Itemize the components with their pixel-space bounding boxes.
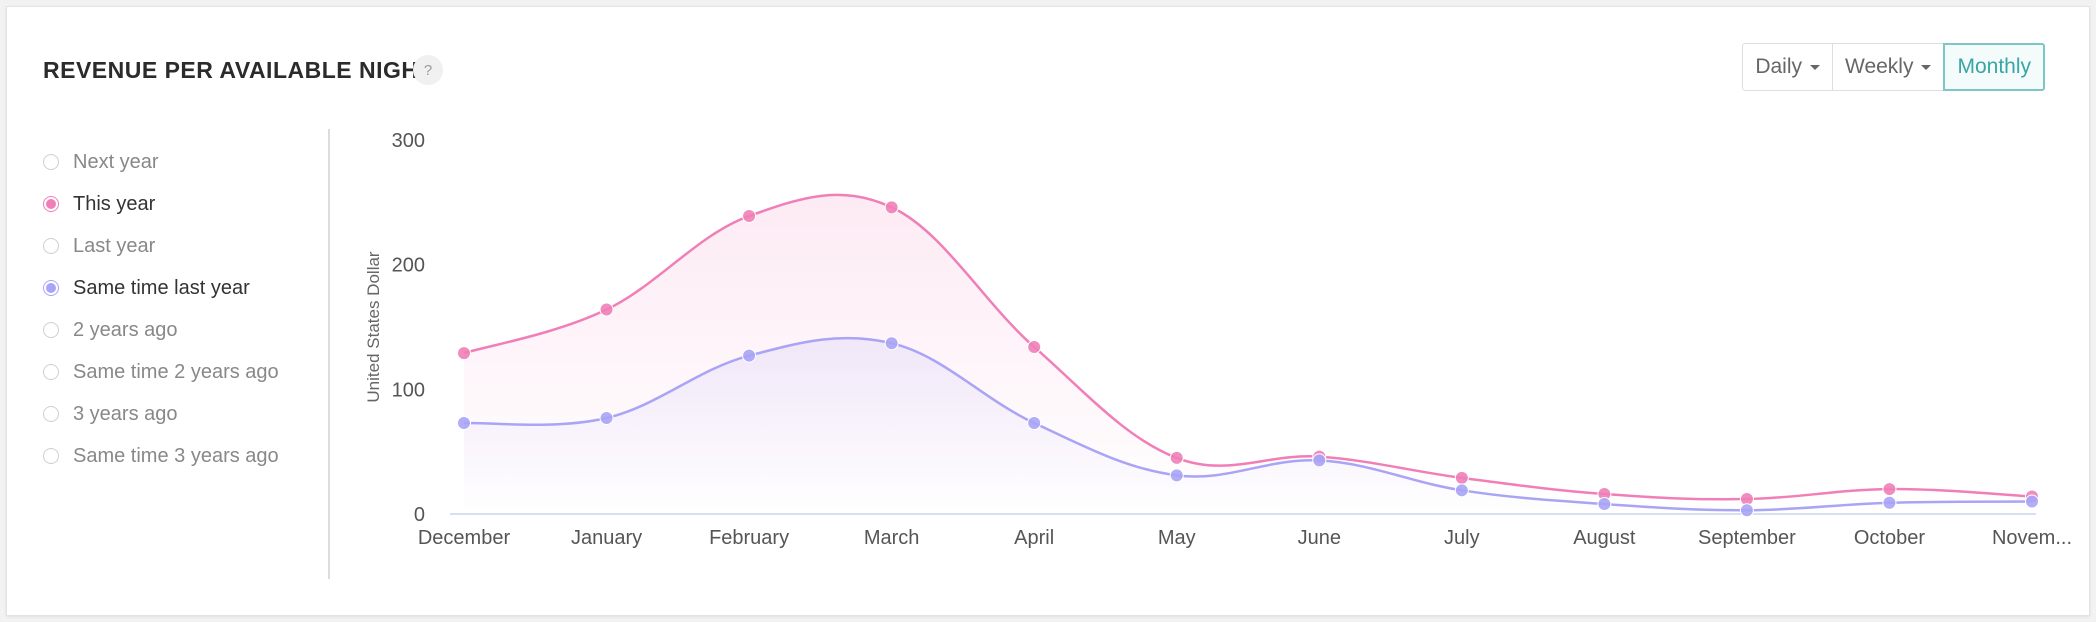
y-tick-label: 100	[392, 379, 425, 401]
radio-icon[interactable]	[43, 406, 59, 422]
x-tick-label: February	[709, 527, 789, 549]
y-tick-label: 0	[414, 504, 425, 526]
legend-item-label: Last year	[73, 234, 156, 257]
legend-item-label: 3 years ago	[73, 402, 178, 425]
period-weekly-label: Weekly	[1845, 55, 1914, 78]
card-title: REVENUE PER AVAILABLE NIGHT	[43, 57, 434, 83]
data-point	[1169, 468, 1184, 483]
data-point	[884, 200, 899, 215]
period-toggle-group: Daily Weekly Monthly	[1742, 43, 2045, 91]
help-icon[interactable]: ?	[413, 55, 443, 85]
data-point	[1027, 415, 1042, 430]
series-legend: Next year This year Last year Same time las…	[43, 141, 279, 477]
radio-dot-icon	[46, 283, 56, 293]
radio-icon[interactable]	[43, 196, 59, 212]
series-area	[464, 338, 2032, 514]
x-tick-label: March	[864, 527, 920, 549]
radio-icon[interactable]	[43, 280, 59, 296]
legend-item-label: 2 years ago	[73, 318, 178, 341]
period-monthly-button[interactable]: Monthly	[1943, 43, 2045, 91]
data-point	[742, 209, 757, 224]
data-point	[1454, 470, 1469, 485]
radio-dot-icon	[46, 199, 56, 209]
data-point	[1739, 503, 1754, 518]
y-axis-label: United States Dollar	[364, 251, 383, 403]
x-tick-label: December	[418, 527, 511, 549]
data-point	[1312, 453, 1327, 468]
x-tick-label: August	[1573, 527, 1636, 549]
legend-item[interactable]: 2 years ago	[43, 309, 279, 351]
legend-item[interactable]: 3 years ago	[43, 393, 279, 435]
y-tick-label: 300	[392, 130, 425, 152]
chevron-down-icon	[1921, 64, 1932, 70]
data-point	[1882, 482, 1897, 497]
y-tick-label: 200	[392, 255, 425, 277]
x-tick-label: April	[1014, 527, 1054, 549]
data-point	[742, 348, 757, 363]
radio-icon[interactable]	[43, 322, 59, 338]
radio-icon[interactable]	[43, 238, 59, 254]
radio-icon[interactable]	[43, 364, 59, 380]
data-point	[1882, 495, 1897, 510]
period-daily-label: Daily	[1755, 55, 1802, 78]
legend-item-label: Same time last year	[73, 276, 250, 299]
data-point	[599, 411, 614, 426]
data-point	[457, 346, 471, 361]
legend-item-label: Same time 3 years ago	[73, 444, 279, 467]
legend-item-label: Next year	[73, 150, 159, 173]
period-monthly-label: Monthly	[1957, 55, 2031, 78]
legend-item[interactable]: Last year	[43, 225, 279, 267]
data-point	[457, 415, 471, 430]
legend-divider	[328, 129, 330, 579]
x-tick-label: October	[1854, 527, 1925, 549]
legend-item-label: Same time 2 years ago	[73, 360, 279, 383]
x-tick-label: September	[1698, 527, 1796, 549]
legend-item[interactable]: Next year	[43, 141, 279, 183]
radio-icon[interactable]	[43, 154, 59, 170]
x-tick-label: Novem...	[1992, 527, 2072, 549]
data-point	[2025, 494, 2039, 509]
data-point	[1597, 497, 1612, 512]
legend-item[interactable]: Same time last year	[43, 267, 279, 309]
period-weekly-button[interactable]: Weekly	[1832, 43, 1945, 91]
x-tick-label: June	[1298, 527, 1341, 549]
legend-item[interactable]: Same time 3 years ago	[43, 435, 279, 477]
legend-item[interactable]: This year	[43, 183, 279, 225]
data-point	[1027, 339, 1042, 354]
x-tick-label: May	[1158, 527, 1196, 549]
period-daily-button[interactable]: Daily	[1742, 43, 1833, 91]
data-point	[1169, 450, 1184, 465]
chevron-down-icon	[1810, 64, 1820, 70]
data-point	[1454, 483, 1469, 498]
x-tick-label: July	[1444, 527, 1480, 549]
legend-item[interactable]: Same time 2 years ago	[43, 351, 279, 393]
data-point	[599, 302, 614, 317]
data-point	[884, 336, 899, 351]
x-tick-label: January	[571, 527, 642, 549]
legend-item-label: This year	[73, 192, 156, 215]
radio-icon[interactable]	[43, 448, 59, 464]
